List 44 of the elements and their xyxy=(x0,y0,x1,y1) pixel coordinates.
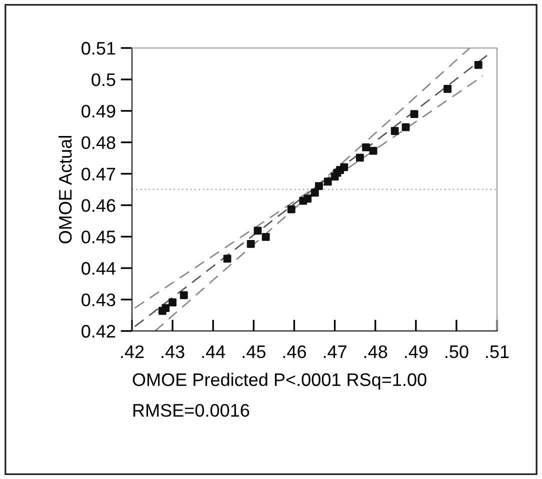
point xyxy=(362,143,370,152)
point xyxy=(410,110,418,118)
x-tick-label: .45 xyxy=(242,346,266,358)
y-axis-title: OMOE Actual xyxy=(58,136,72,244)
x-tick-label: .42 xyxy=(121,345,144,358)
point xyxy=(162,304,170,312)
x-tick-label: .44 xyxy=(202,346,226,358)
point xyxy=(356,154,364,162)
point xyxy=(315,182,323,190)
point xyxy=(180,291,188,300)
point xyxy=(254,226,262,235)
point xyxy=(402,123,410,132)
point xyxy=(474,61,482,69)
x-tick-label: .49 xyxy=(404,345,428,358)
y-tick-label: 0.51 xyxy=(82,42,116,55)
x-tick-label: .48 xyxy=(364,345,388,358)
x-tick-label: .43 xyxy=(162,345,184,358)
point xyxy=(340,163,348,172)
x-axis-title: OMOE Predicted P<.0001 RSq=1.00 xyxy=(132,372,426,390)
x-tick-label: .50 xyxy=(446,345,468,358)
y-tick-label: 0.48 xyxy=(82,136,116,150)
y-tick-label: 0.43 xyxy=(82,293,116,306)
point xyxy=(390,127,399,135)
y-tick-label: 0.45 xyxy=(82,230,116,244)
y-tick-label: 0.46 xyxy=(82,199,116,212)
point xyxy=(246,240,255,248)
y-tick-label: 0.47 xyxy=(82,168,116,180)
x-tick-label: .47 xyxy=(324,346,346,358)
point xyxy=(369,146,378,155)
y-tick-label: 0.49 xyxy=(82,104,116,118)
y-tick-label: 0.42 xyxy=(82,324,116,338)
point xyxy=(310,188,319,197)
x-tick-label: .51 xyxy=(486,346,509,358)
point xyxy=(304,194,312,203)
point xyxy=(444,84,452,93)
y-tick-label: 0.44 xyxy=(82,262,116,275)
point xyxy=(287,205,296,214)
point xyxy=(168,298,176,306)
x-tick-label: .46 xyxy=(283,345,306,358)
y-tick-label: 0.5 xyxy=(92,73,116,86)
text: RMSE=0.0016 xyxy=(133,404,250,417)
point xyxy=(262,233,270,241)
point xyxy=(223,254,232,263)
point xyxy=(324,178,332,186)
